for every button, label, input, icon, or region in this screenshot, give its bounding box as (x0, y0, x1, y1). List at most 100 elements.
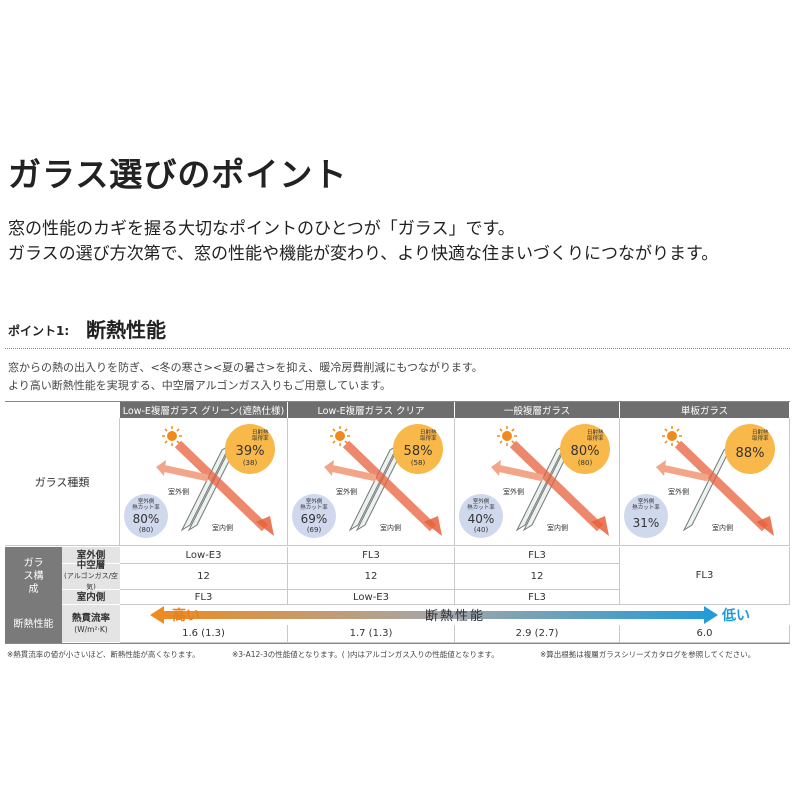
solar-sub: (80) (578, 459, 593, 467)
reflect-arrowhead (491, 460, 501, 476)
cut-circle (459, 494, 503, 538)
footnote: ※3-A12-3の性能値となります。( )内はアルゴンガス入りの性能値となります… (232, 650, 499, 659)
sun-ray (511, 428, 515, 432)
sun-arrowhead (256, 516, 274, 536)
table-rule (5, 643, 790, 644)
row-label: ガラス種類 (5, 418, 120, 546)
column-header: Low-E複層ガラス グリーン(遮熱仕様) (120, 402, 288, 418)
solar-sub: (38) (243, 459, 258, 467)
indoor-label: 室内側 (547, 523, 568, 532)
sun (667, 431, 677, 441)
solar-caption: 取得率 (587, 434, 604, 442)
sun-ray (664, 428, 668, 432)
column-header: Low-E複層ガラス クリア (288, 402, 455, 418)
solar-caption: 日射熱 (252, 428, 269, 436)
cut-caption: 熱カット率 (300, 503, 328, 511)
footnote: ※算出根拠は複層ガラスシリーズカタログを参照してください。 (540, 650, 756, 659)
reflect-arrowhead (156, 460, 166, 476)
composition-cell: Low-E3 (288, 590, 455, 605)
sun-ray (344, 440, 348, 444)
sun-ray (176, 428, 180, 432)
composition-cell: 12 (120, 564, 288, 590)
cut-caption: 熱カット率 (632, 503, 660, 511)
low-label: 低い (721, 607, 750, 624)
section-title: 断熱性能 (86, 318, 166, 342)
solar-circle (725, 424, 775, 474)
footnote: ※熱貫流率の値が小さいほど、断熱性能が高くなります。 (7, 650, 200, 659)
row-label-sub: (アルゴンガス/空気) (64, 572, 118, 591)
divider (5, 348, 790, 349)
solar-value: 88% (736, 446, 765, 461)
solar-caption: 日射熱 (420, 428, 437, 436)
performance-value: 1.6 (1.3) (120, 625, 288, 643)
row-label: 室内側 (62, 590, 120, 605)
reflect-arrow (161, 464, 209, 482)
sun (502, 431, 512, 441)
indoor-label: 室内側 (712, 523, 733, 532)
cut-circle (624, 494, 668, 538)
performance-value: 6.0 (620, 625, 790, 643)
intro-line: 窓の性能のカギを握る大切なポイントのひとつが「ガラス」です。 (8, 219, 515, 239)
section-label: ポイント1: (8, 324, 70, 338)
figure-cell (620, 418, 790, 546)
sun (167, 431, 177, 441)
section-line: 窓からの熱の出入りを防ぎ、<冬の寒さ><夏の暑さ>を抑え、暖冷房費削減にもつなが… (8, 361, 483, 374)
composition-cell: FL3 (455, 547, 620, 564)
solar-caption: 取得率 (420, 434, 437, 442)
indoor-label: 室内側 (212, 523, 233, 532)
reflect-arrowhead (656, 460, 666, 476)
row-label: 熱貫流率 (W/m²·K) (62, 605, 120, 643)
cut-sub: (80) (139, 526, 154, 534)
sun-ray (332, 440, 336, 444)
header-blank (5, 402, 120, 418)
group-label: ガラス構成 (5, 547, 62, 605)
solar-caption: 日射熱 (587, 428, 604, 436)
cut-caption: 室外側 (638, 497, 655, 505)
sun-ray (164, 440, 168, 444)
cut-caption: 熱カット率 (467, 503, 495, 511)
composition-cell: FL3 (120, 590, 288, 605)
reflect-arrow (329, 464, 377, 482)
outdoor-label: 室外側 (503, 487, 524, 496)
row-label-text: 中空層 (76, 560, 106, 571)
outdoor-label: 室外側 (168, 487, 189, 496)
cut-circle (124, 494, 168, 538)
metric-unit: (W/m²·K) (74, 624, 108, 634)
row-label-text: 室外側 (76, 549, 106, 561)
row-label: 室外側 (62, 547, 120, 564)
solar-caption: 日射熱 (752, 428, 769, 436)
cut-caption: 熱カット率 (132, 503, 160, 511)
page-title: ガラス選びのポイント (8, 155, 348, 194)
group-label-text: ガラス構成 (23, 557, 44, 595)
axis-label: 断熱性能 (425, 609, 485, 624)
cut-value: 31% (633, 516, 660, 530)
sun-arrow (674, 440, 769, 532)
column-header: 一般複層ガラス (455, 402, 620, 418)
figure-cell (120, 418, 288, 546)
sun-ray (176, 440, 180, 444)
sun-arrowhead (424, 516, 442, 536)
sun-ray (499, 428, 503, 432)
cut-sub: (69) (307, 526, 322, 534)
row-label-text: 室内側 (76, 591, 106, 603)
sun-arrowhead (756, 516, 774, 536)
solar-circle (393, 424, 443, 474)
sun-ray (332, 428, 336, 432)
table-rule (5, 401, 790, 402)
solar-value: 80% (571, 444, 600, 459)
figure-cell (455, 418, 620, 546)
solar-caption: 取得率 (752, 434, 769, 442)
solar-caption: 取得率 (252, 434, 269, 442)
column-header: 単板ガラス (620, 402, 790, 418)
reflect-arrowhead (324, 460, 334, 476)
outdoor-label: 室外側 (668, 487, 689, 496)
reflect-arrow (661, 464, 709, 482)
sun-arrowhead (591, 516, 609, 536)
composition-cell: FL3 (288, 547, 455, 564)
composition-cell: FL3 (620, 547, 790, 605)
section-line: より高い断熱性能を実現する、中空層アルゴンガス入りもご用意しています。 (8, 379, 392, 392)
composition-cell: Low-E3 (120, 547, 288, 564)
cut-circle (292, 494, 336, 538)
sun (335, 431, 345, 441)
composition-cell: 12 (455, 564, 620, 590)
